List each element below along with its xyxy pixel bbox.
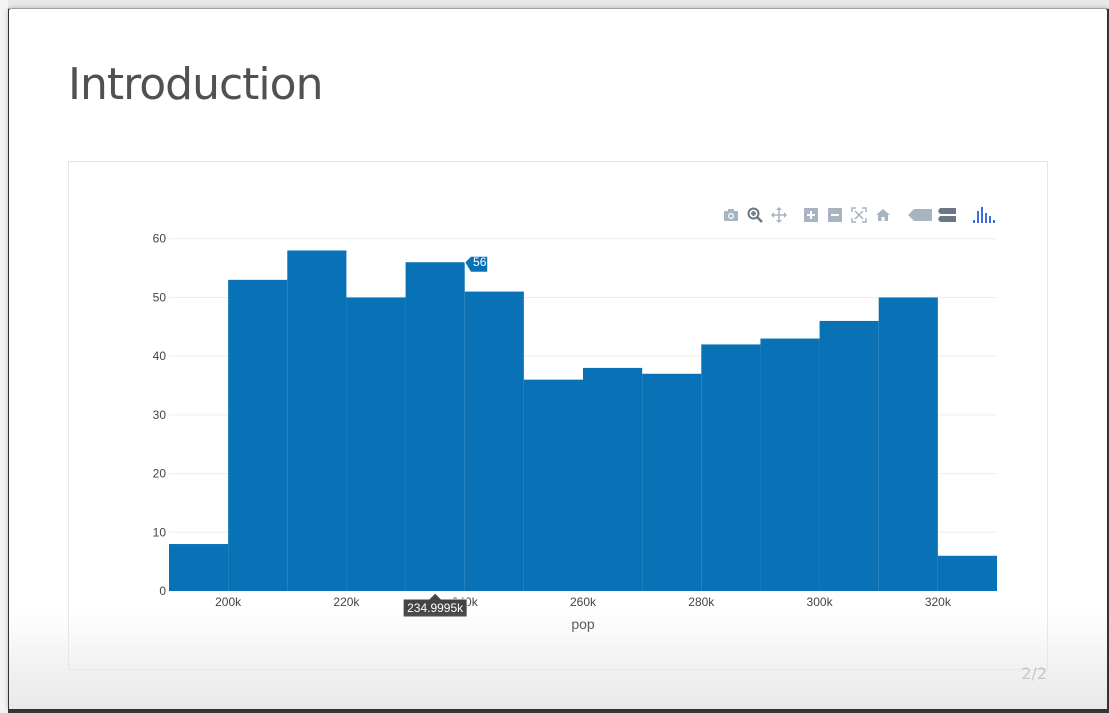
histogram-bar[interactable] (464, 291, 524, 591)
autoscale-icon (851, 207, 867, 223)
slide-title: Introduction (68, 59, 323, 110)
download-plot-button[interactable] (719, 205, 743, 225)
hover-compare-button[interactable] (935, 205, 959, 225)
autoscale-button[interactable] (847, 205, 871, 225)
zoom-out-button[interactable] (823, 205, 847, 225)
zoom-button[interactable] (743, 205, 767, 225)
plotly-logo-icon (972, 207, 998, 223)
histogram-bar[interactable] (583, 367, 643, 591)
y-tick-label: 50 (153, 290, 167, 304)
zoom-in-icon (804, 208, 818, 222)
histogram-bar[interactable] (642, 373, 702, 591)
presentation-slide: Introduction 0102030405060200k220k240k26… (9, 9, 1107, 709)
histogram-bar[interactable] (228, 279, 288, 591)
plotly-logo[interactable] (969, 205, 1001, 225)
hover-closest-button[interactable] (905, 205, 935, 225)
zoom-icon (747, 207, 763, 223)
x-tick-label: 260k (570, 595, 597, 609)
histogram-bar[interactable] (287, 250, 347, 591)
slide-page-number: 2/2 (1021, 664, 1047, 683)
pan-icon (771, 207, 787, 223)
spike-tag-icon (908, 209, 932, 221)
histogram-bar[interactable] (878, 297, 938, 591)
zoom-out-icon (828, 208, 842, 222)
home-icon (875, 208, 891, 222)
histogram-bar[interactable] (346, 297, 406, 591)
histogram-bar[interactable] (523, 379, 583, 591)
compare-icon (938, 207, 956, 223)
x-tick-label: 280k (688, 595, 715, 609)
y-tick-label: 20 (153, 467, 167, 481)
pan-button[interactable] (767, 205, 791, 225)
y-tick-label: 30 (153, 408, 167, 422)
x-tick-label: 200k (215, 595, 242, 609)
y-tick-label: 40 (153, 349, 167, 363)
hover-value-label: 56 (473, 255, 487, 269)
browser-window-topbar (0, 0, 1109, 9)
x-axis-title: pop (571, 616, 595, 632)
y-tick-label: 10 (153, 525, 167, 539)
hover-value-tag (464, 255, 489, 273)
histogram-bar[interactable] (701, 344, 761, 591)
x-tick-label: 320k (925, 595, 952, 609)
histogram-bar[interactable] (760, 338, 820, 591)
plotly-widget[interactable]: 0102030405060200k220k240k260k280k300k320… (68, 161, 1048, 670)
camera-icon (723, 208, 739, 222)
y-tick-label: 0 (159, 584, 166, 598)
histogram-bar[interactable] (169, 544, 229, 591)
histogram-bar[interactable] (819, 320, 879, 591)
x-tick-label: 220k (333, 595, 360, 609)
background-ide-window (0, 0, 8, 713)
y-tick-label: 60 (153, 232, 167, 246)
histogram-bar[interactable] (405, 262, 465, 591)
x-tick-label: 300k (807, 595, 834, 609)
histogram-bar[interactable] (937, 555, 997, 591)
histogram-chart[interactable]: 0102030405060200k220k240k260k280k300k320… (69, 162, 1047, 669)
zoom-in-button[interactable] (799, 205, 823, 225)
reset-axes-button[interactable] (871, 205, 895, 225)
plotly-modebar (719, 205, 1001, 225)
hover-x-label: 234.9995k (407, 601, 464, 615)
